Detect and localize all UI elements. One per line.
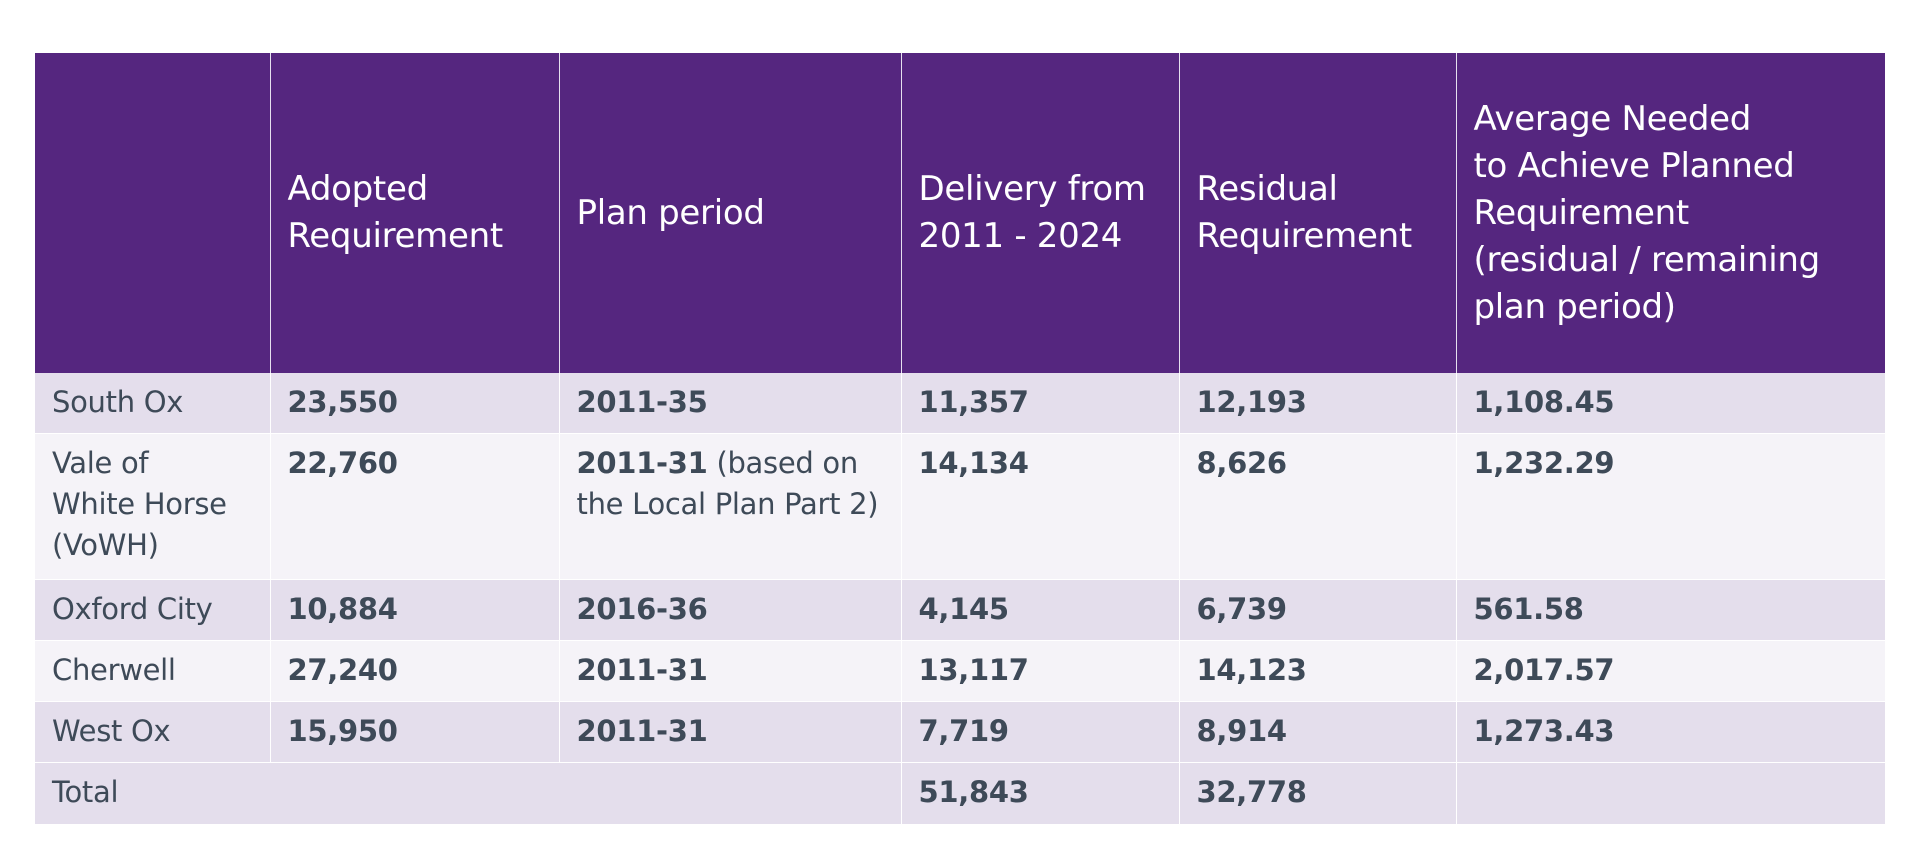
table-header: Adopted Requirement Plan period Delivery… [35, 53, 1885, 373]
header-delivery: Delivery from 2011 - 2024 [900, 53, 1180, 373]
cell-average: 1,232.29 [1455, 433, 1885, 580]
table-row: Cherwell 27,240 2011-31 13,117 14,123 2,… [35, 640, 1885, 702]
plan-period-note: (based on [716, 446, 858, 480]
header-average-needed: Average Needed to Achieve Planned Requir… [1455, 53, 1885, 373]
area-line: Vale of [52, 446, 149, 480]
cell-area: Cherwell [35, 640, 271, 702]
header-line: Adopted [287, 169, 429, 209]
table-row: South Ox 23,550 2011-35 11,357 12,193 1,… [35, 373, 1885, 434]
header-line: 2011 - 2024 [918, 216, 1123, 256]
total-row: Total 51,843 32,778 [35, 762, 1885, 825]
cell-area: West Ox [35, 701, 271, 763]
total-residual: 32,778 [1178, 762, 1457, 825]
header-line: Delivery from [918, 169, 1146, 209]
header-area [35, 53, 271, 373]
total-label: Total [35, 762, 902, 825]
area-line: White Horse [52, 487, 227, 521]
cell-delivery: 11,357 [900, 373, 1180, 434]
cell-average: 561.58 [1455, 579, 1885, 641]
header-row: Adopted Requirement Plan period Delivery… [35, 53, 1885, 373]
area-line: (VoWH) [52, 528, 159, 562]
table-row: Vale of White Horse (VoWH) 22,760 2011-3… [35, 433, 1885, 580]
header-line: plan period) [1473, 286, 1677, 327]
cell-delivery: 14,134 [900, 433, 1180, 580]
cell-plan-period: 2011-35 [558, 373, 902, 434]
header-line: Average Needed [1473, 98, 1752, 139]
header-line: Requirement [1196, 216, 1413, 256]
total-average [1455, 762, 1885, 825]
total-delivery: 51,843 [900, 762, 1180, 825]
cell-average: 1,108.45 [1455, 373, 1885, 434]
header-residual-requirement: Residual Requirement [1178, 53, 1457, 373]
cell-delivery: 4,145 [900, 579, 1180, 641]
cell-area: Vale of White Horse (VoWH) [35, 433, 271, 580]
cell-adopted: 23,550 [269, 373, 560, 434]
table-body: South Ox 23,550 2011-35 11,357 12,193 1,… [35, 373, 1885, 825]
header-line: Plan period [576, 192, 765, 233]
cell-adopted: 27,240 [269, 640, 560, 702]
cell-delivery: 7,719 [900, 701, 1180, 763]
table-row: Oxford City 10,884 2016-36 4,145 6,739 5… [35, 579, 1885, 641]
cell-average: 2,017.57 [1455, 640, 1885, 702]
cell-adopted: 10,884 [269, 579, 560, 641]
cell-delivery: 13,117 [900, 640, 1180, 702]
header-plan-period: Plan period [558, 53, 902, 373]
header-line: (residual / remaining [1473, 239, 1821, 280]
plan-period-note: the Local Plan Part 2) [576, 487, 879, 521]
plan-period-value: 2011-31 [576, 446, 708, 480]
cell-residual: 12,193 [1178, 373, 1457, 434]
cell-area: South Ox [35, 373, 271, 434]
header-adopted-requirement: Adopted Requirement [269, 53, 560, 373]
header-line: Requirement [1473, 192, 1690, 233]
cell-plan-period: 2011-31 [558, 701, 902, 763]
cell-residual: 8,914 [1178, 701, 1457, 763]
header-line: Residual [1196, 169, 1338, 209]
housing-requirement-table: Adopted Requirement Plan period Delivery… [35, 53, 1885, 825]
cell-plan-period: 2011-31 (based on the Local Plan Part 2) [558, 433, 902, 580]
cell-residual: 6,739 [1178, 579, 1457, 641]
cell-adopted: 15,950 [269, 701, 560, 763]
cell-plan-period: 2016-36 [558, 579, 902, 641]
header-line: to Achieve Planned [1473, 145, 1795, 186]
cell-residual: 14,123 [1178, 640, 1457, 702]
header-line: Requirement [287, 216, 504, 256]
cell-plan-period: 2011-31 [558, 640, 902, 702]
cell-residual: 8,626 [1178, 433, 1457, 580]
table-row: West Ox 15,950 2011-31 7,719 8,914 1,273… [35, 701, 1885, 763]
cell-average: 1,273.43 [1455, 701, 1885, 763]
cell-adopted: 22,760 [269, 433, 560, 580]
cell-area: Oxford City [35, 579, 271, 641]
housing-requirement-table-container: Adopted Requirement Plan period Delivery… [35, 53, 1885, 825]
